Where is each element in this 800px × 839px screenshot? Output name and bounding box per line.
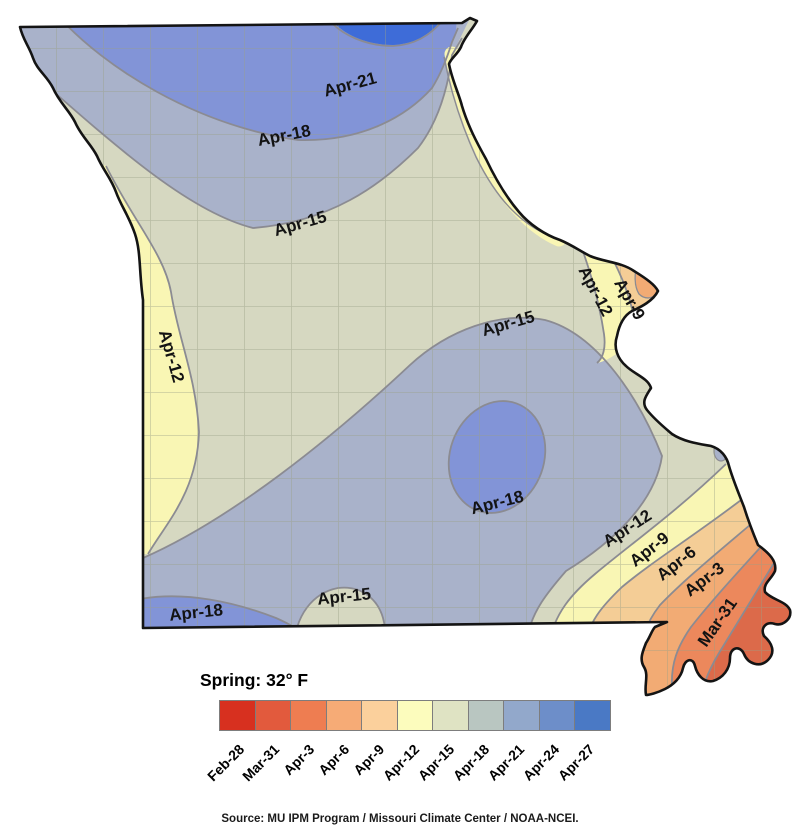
state-outline xyxy=(18,16,792,697)
legend-swatch-mar-31 xyxy=(254,700,292,731)
legend-swatch-apr-3 xyxy=(290,700,327,731)
county-lines xyxy=(20,18,791,695)
legend-labels: Feb-28 Mar-31 Apr-3 Apr-6 Apr-9 Apr-12 A… xyxy=(204,731,620,793)
legend-color-bar xyxy=(219,700,620,731)
missouri-freeze-date-map: Apr-21 Apr-18 Apr-15 Apr-12 Apr-15 Apr-1… xyxy=(18,16,792,697)
legend-swatch-apr-21 xyxy=(503,700,540,731)
legend-swatch-feb-28 xyxy=(219,700,256,731)
legend: Spring: 32° F Feb-28 Mar-31 Apr-3 Apr-6 … xyxy=(200,670,620,793)
map-bands xyxy=(20,18,791,695)
legend-swatch-apr-12 xyxy=(396,700,434,731)
legend-swatch-apr-15 xyxy=(432,700,469,731)
legend-swatch-apr-24 xyxy=(538,700,576,731)
legend-title: Spring: 32° F xyxy=(200,670,309,690)
legend-swatch-apr-18 xyxy=(467,700,505,731)
source-attribution: Source: MU IPM Program / Missouri Climat… xyxy=(221,813,579,825)
legend-swatch-apr-27 xyxy=(574,700,611,731)
legend-swatch-apr-9 xyxy=(361,700,398,731)
legend-swatch-apr-6 xyxy=(325,700,363,731)
